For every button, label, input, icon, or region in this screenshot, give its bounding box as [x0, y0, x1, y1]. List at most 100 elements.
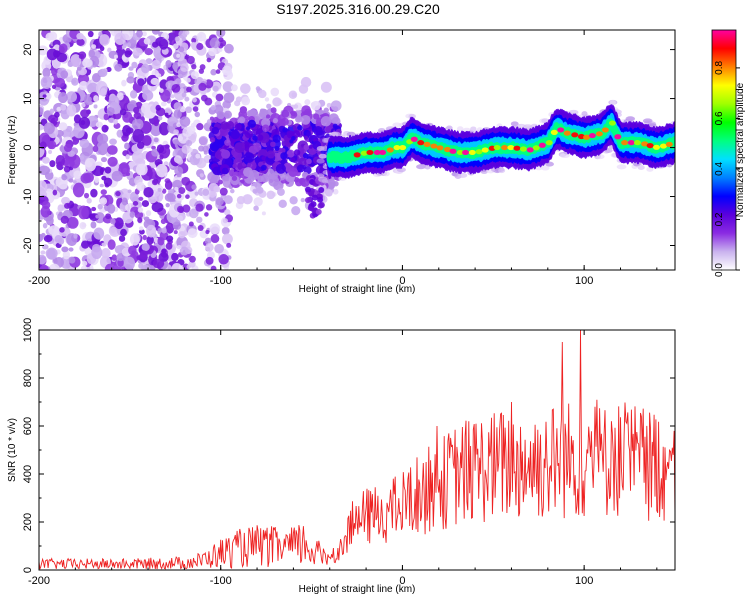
spectrogram-cell [191, 37, 197, 43]
spectrogram-cell [178, 266, 185, 270]
spectrogram-cell [318, 186, 325, 193]
spectrogram-cell [202, 188, 210, 196]
spectrogram-cell [325, 126, 332, 133]
spectrogram-cell [99, 197, 108, 205]
spectrogram-cell [107, 239, 116, 250]
spectrogram-cell [379, 149, 387, 156]
spectrogram-cell [177, 245, 182, 250]
spectrogram-cell [76, 38, 85, 46]
spectrogram-cell [198, 68, 205, 74]
spectrogram-cell [557, 127, 565, 133]
spectrogram-cell [176, 212, 186, 222]
spectrogram-cell [224, 43, 234, 54]
spectrogram-cell [209, 37, 221, 49]
spectrogram-cell [202, 145, 210, 153]
spectrogram-cell [595, 131, 603, 137]
spectrogram-cell [221, 149, 231, 159]
spectrogram-cell [93, 227, 105, 240]
spectrogram-cell [234, 142, 245, 154]
spectrogram-cell [92, 243, 101, 253]
spectrogram-cell [261, 108, 267, 115]
spectrogram-cell [498, 168, 506, 174]
spectrogram-cell [188, 147, 193, 153]
spectrogram-cell [637, 164, 645, 170]
spectrogram-cell [222, 218, 228, 224]
spectrogram-cell [116, 129, 124, 138]
colorbar-tick-label: 0.4 [714, 162, 725, 176]
spectrogram-cell [139, 250, 148, 260]
spectrogram-cell [568, 109, 579, 115]
spectrogram-cell [270, 141, 276, 148]
spectrogram-cell [608, 120, 616, 126]
figure-title: S197.2025.316.00.29.C20 [276, 1, 440, 17]
spectrogram-cell [145, 210, 152, 217]
spectrogram-cell [43, 234, 53, 243]
spectrogram-cell [154, 190, 164, 202]
spectrogram-cell [196, 123, 204, 131]
spectrogram-cell [221, 167, 229, 175]
spectrogram-cell [332, 188, 339, 195]
spectrogram-cell [146, 224, 157, 238]
spectrogram-cell [41, 244, 49, 250]
spectrogram-cell [156, 163, 168, 178]
spectrogram-cell [45, 92, 52, 100]
spectrogram-cell [222, 81, 234, 93]
spectrogram-cell [146, 218, 153, 225]
spectrogram-cell [133, 106, 140, 114]
spectrogram-cell [153, 137, 159, 143]
spectrogram-cell [253, 197, 263, 207]
spectrogram-cell [399, 144, 407, 151]
spectrogram-cell [232, 163, 238, 169]
snr-xtick-label: -200 [28, 575, 50, 587]
spectrogram-cell [54, 111, 60, 118]
spectrogram-cell [265, 114, 271, 119]
spectrogram-cell [288, 167, 298, 177]
spectrogram-cell [146, 235, 154, 245]
spectrogram-cell [79, 138, 90, 149]
spectrogram-cell [172, 139, 180, 145]
spectrogram-cell [215, 69, 221, 74]
spectrogram-cell [242, 194, 253, 205]
spectrogram-cell [111, 170, 123, 182]
spectrogram-cell [224, 139, 231, 146]
spectrogram-cell [209, 191, 216, 198]
spectrogram-cell [195, 203, 204, 212]
spectrogram-cell [61, 196, 71, 205]
spectrogram-cell [239, 106, 248, 114]
spectrogram-cell [328, 179, 335, 185]
spectrogram-cell [96, 140, 109, 156]
spectrogram-cell [290, 157, 296, 163]
spectrogram-cell [103, 177, 113, 187]
spectrogram-cell [526, 147, 534, 153]
spectrogram-cell [126, 42, 132, 48]
spectrogram-cell [127, 189, 132, 194]
spectrogram-cell [178, 187, 186, 195]
spectrogram-cell [310, 201, 317, 208]
spectrogram-cell [253, 205, 259, 212]
spectrogram-cell [621, 140, 629, 146]
spectrogram-cell [90, 221, 97, 229]
spectrogram-cell [174, 78, 182, 85]
spectrogram-cell [241, 96, 251, 106]
spectrogram-cell [186, 125, 196, 135]
spectrogram-cell [67, 61, 73, 67]
spectrogram-ytick-label: 20 [22, 43, 34, 55]
spectrogram-cell [133, 112, 142, 120]
spectrogram-cell [128, 66, 134, 71]
spectrogram-cell [510, 121, 519, 127]
spectrogram-cell [185, 106, 192, 114]
spectrogram-cell [280, 147, 286, 154]
spectrogram-cell [218, 179, 223, 185]
spectrogram-cell [316, 158, 325, 164]
spectrogram-cell [165, 59, 172, 68]
spectrogram-cell [137, 207, 144, 213]
spectrogram-cell [72, 182, 85, 198]
spectrogram-cell [188, 255, 196, 263]
spectrogram-cell [281, 109, 290, 118]
spectrogram-cell [42, 156, 50, 164]
spectrogram-cell [300, 197, 305, 203]
spectrogram-cell [78, 205, 89, 220]
spectrogram-cell [129, 211, 135, 218]
spectrogram-cell [320, 116, 332, 127]
